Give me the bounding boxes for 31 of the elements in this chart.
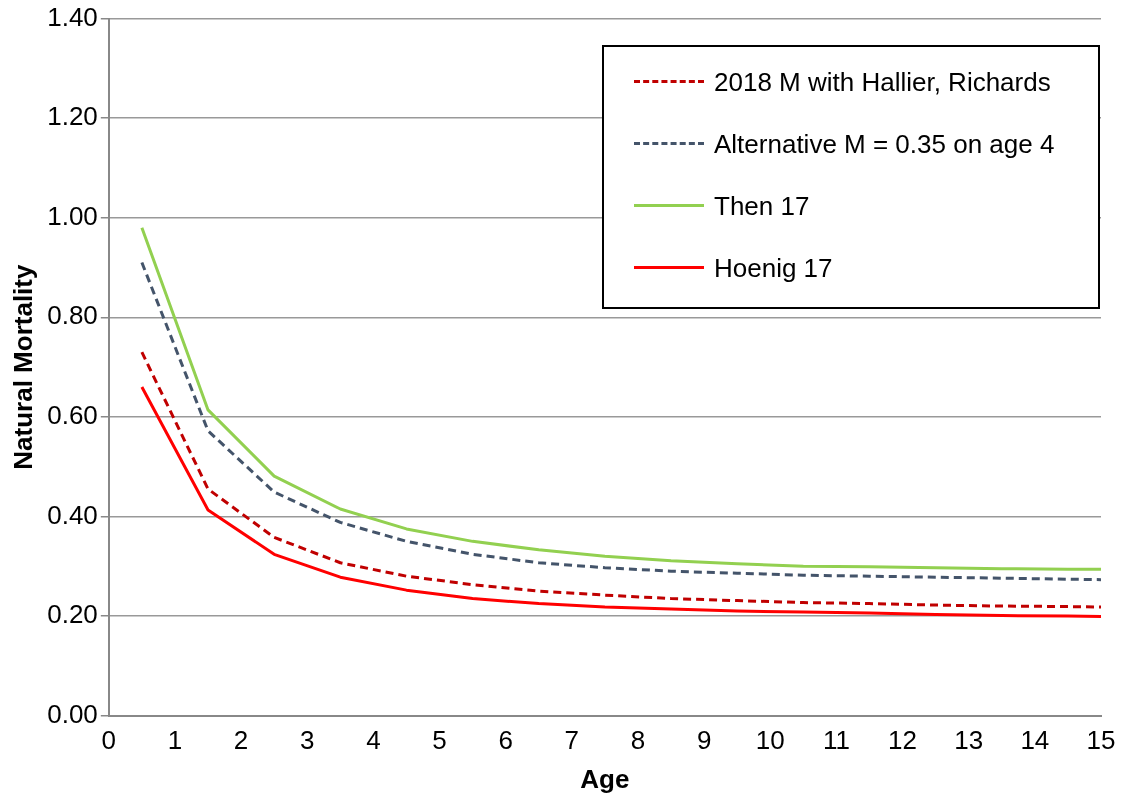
x-tick-label: 5	[432, 725, 447, 756]
legend-label: Alternative M = 0.35 on age 4	[714, 128, 1056, 161]
x-tick-label: 4	[366, 725, 381, 756]
legend-label: 2018 M with Hallier, Richards	[714, 66, 1052, 99]
x-tick-label: 6	[498, 725, 513, 756]
x-tick-label: 2	[233, 725, 249, 756]
x-tick-label: 7	[564, 725, 580, 756]
y-tick-label: 0.40	[47, 499, 98, 530]
x-tick-label: 0	[101, 725, 117, 756]
legend-label: Then 17	[714, 190, 811, 223]
x-tick-label: 1	[167, 725, 183, 756]
y-tick-label: 0.60	[47, 400, 98, 431]
line-series	[140, 350, 1101, 609]
y-axis-title: Natural Mortality	[7, 263, 38, 470]
x-axis-title: Age	[580, 763, 630, 794]
x-tick-label: 13	[954, 725, 984, 756]
x-tick-label: 12	[888, 725, 918, 756]
x-tick-label: 3	[300, 725, 315, 756]
x-tick-label: 11	[822, 725, 850, 756]
y-tick-label: 0.00	[47, 698, 98, 729]
x-tick-label: 14	[1020, 725, 1050, 756]
x-tick-label: 15	[1086, 725, 1116, 756]
y-tick-label: 0.80	[47, 300, 98, 331]
y-tick-label: 1.20	[47, 101, 98, 132]
y-tick-label: 0.20	[47, 599, 98, 630]
legend-label: Hoenig 17	[714, 252, 834, 285]
x-tick-label: 9	[696, 725, 712, 756]
y-tick-label: 1.00	[47, 200, 98, 231]
x-tick-label: 10	[755, 725, 785, 756]
y-tick-label: 1.40	[47, 1, 98, 32]
x-tick-label: 8	[630, 725, 646, 756]
